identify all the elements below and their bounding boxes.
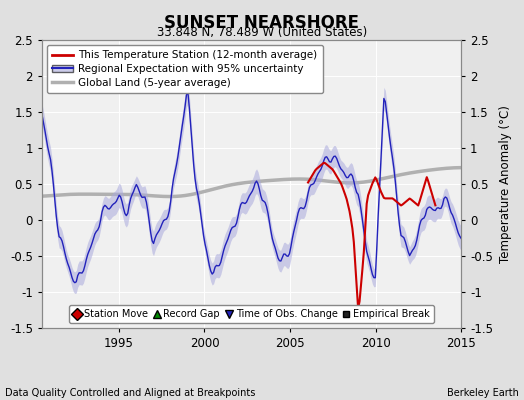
- Text: 33.848 N, 78.489 W (United States): 33.848 N, 78.489 W (United States): [157, 26, 367, 39]
- Text: Berkeley Earth: Berkeley Earth: [447, 388, 519, 398]
- Text: SUNSET NEARSHORE: SUNSET NEARSHORE: [165, 14, 359, 32]
- Y-axis label: Temperature Anomaly (°C): Temperature Anomaly (°C): [499, 105, 512, 263]
- Text: Data Quality Controlled and Aligned at Breakpoints: Data Quality Controlled and Aligned at B…: [5, 388, 256, 398]
- Legend: Station Move, Record Gap, Time of Obs. Change, Empirical Break: Station Move, Record Gap, Time of Obs. C…: [69, 305, 434, 323]
